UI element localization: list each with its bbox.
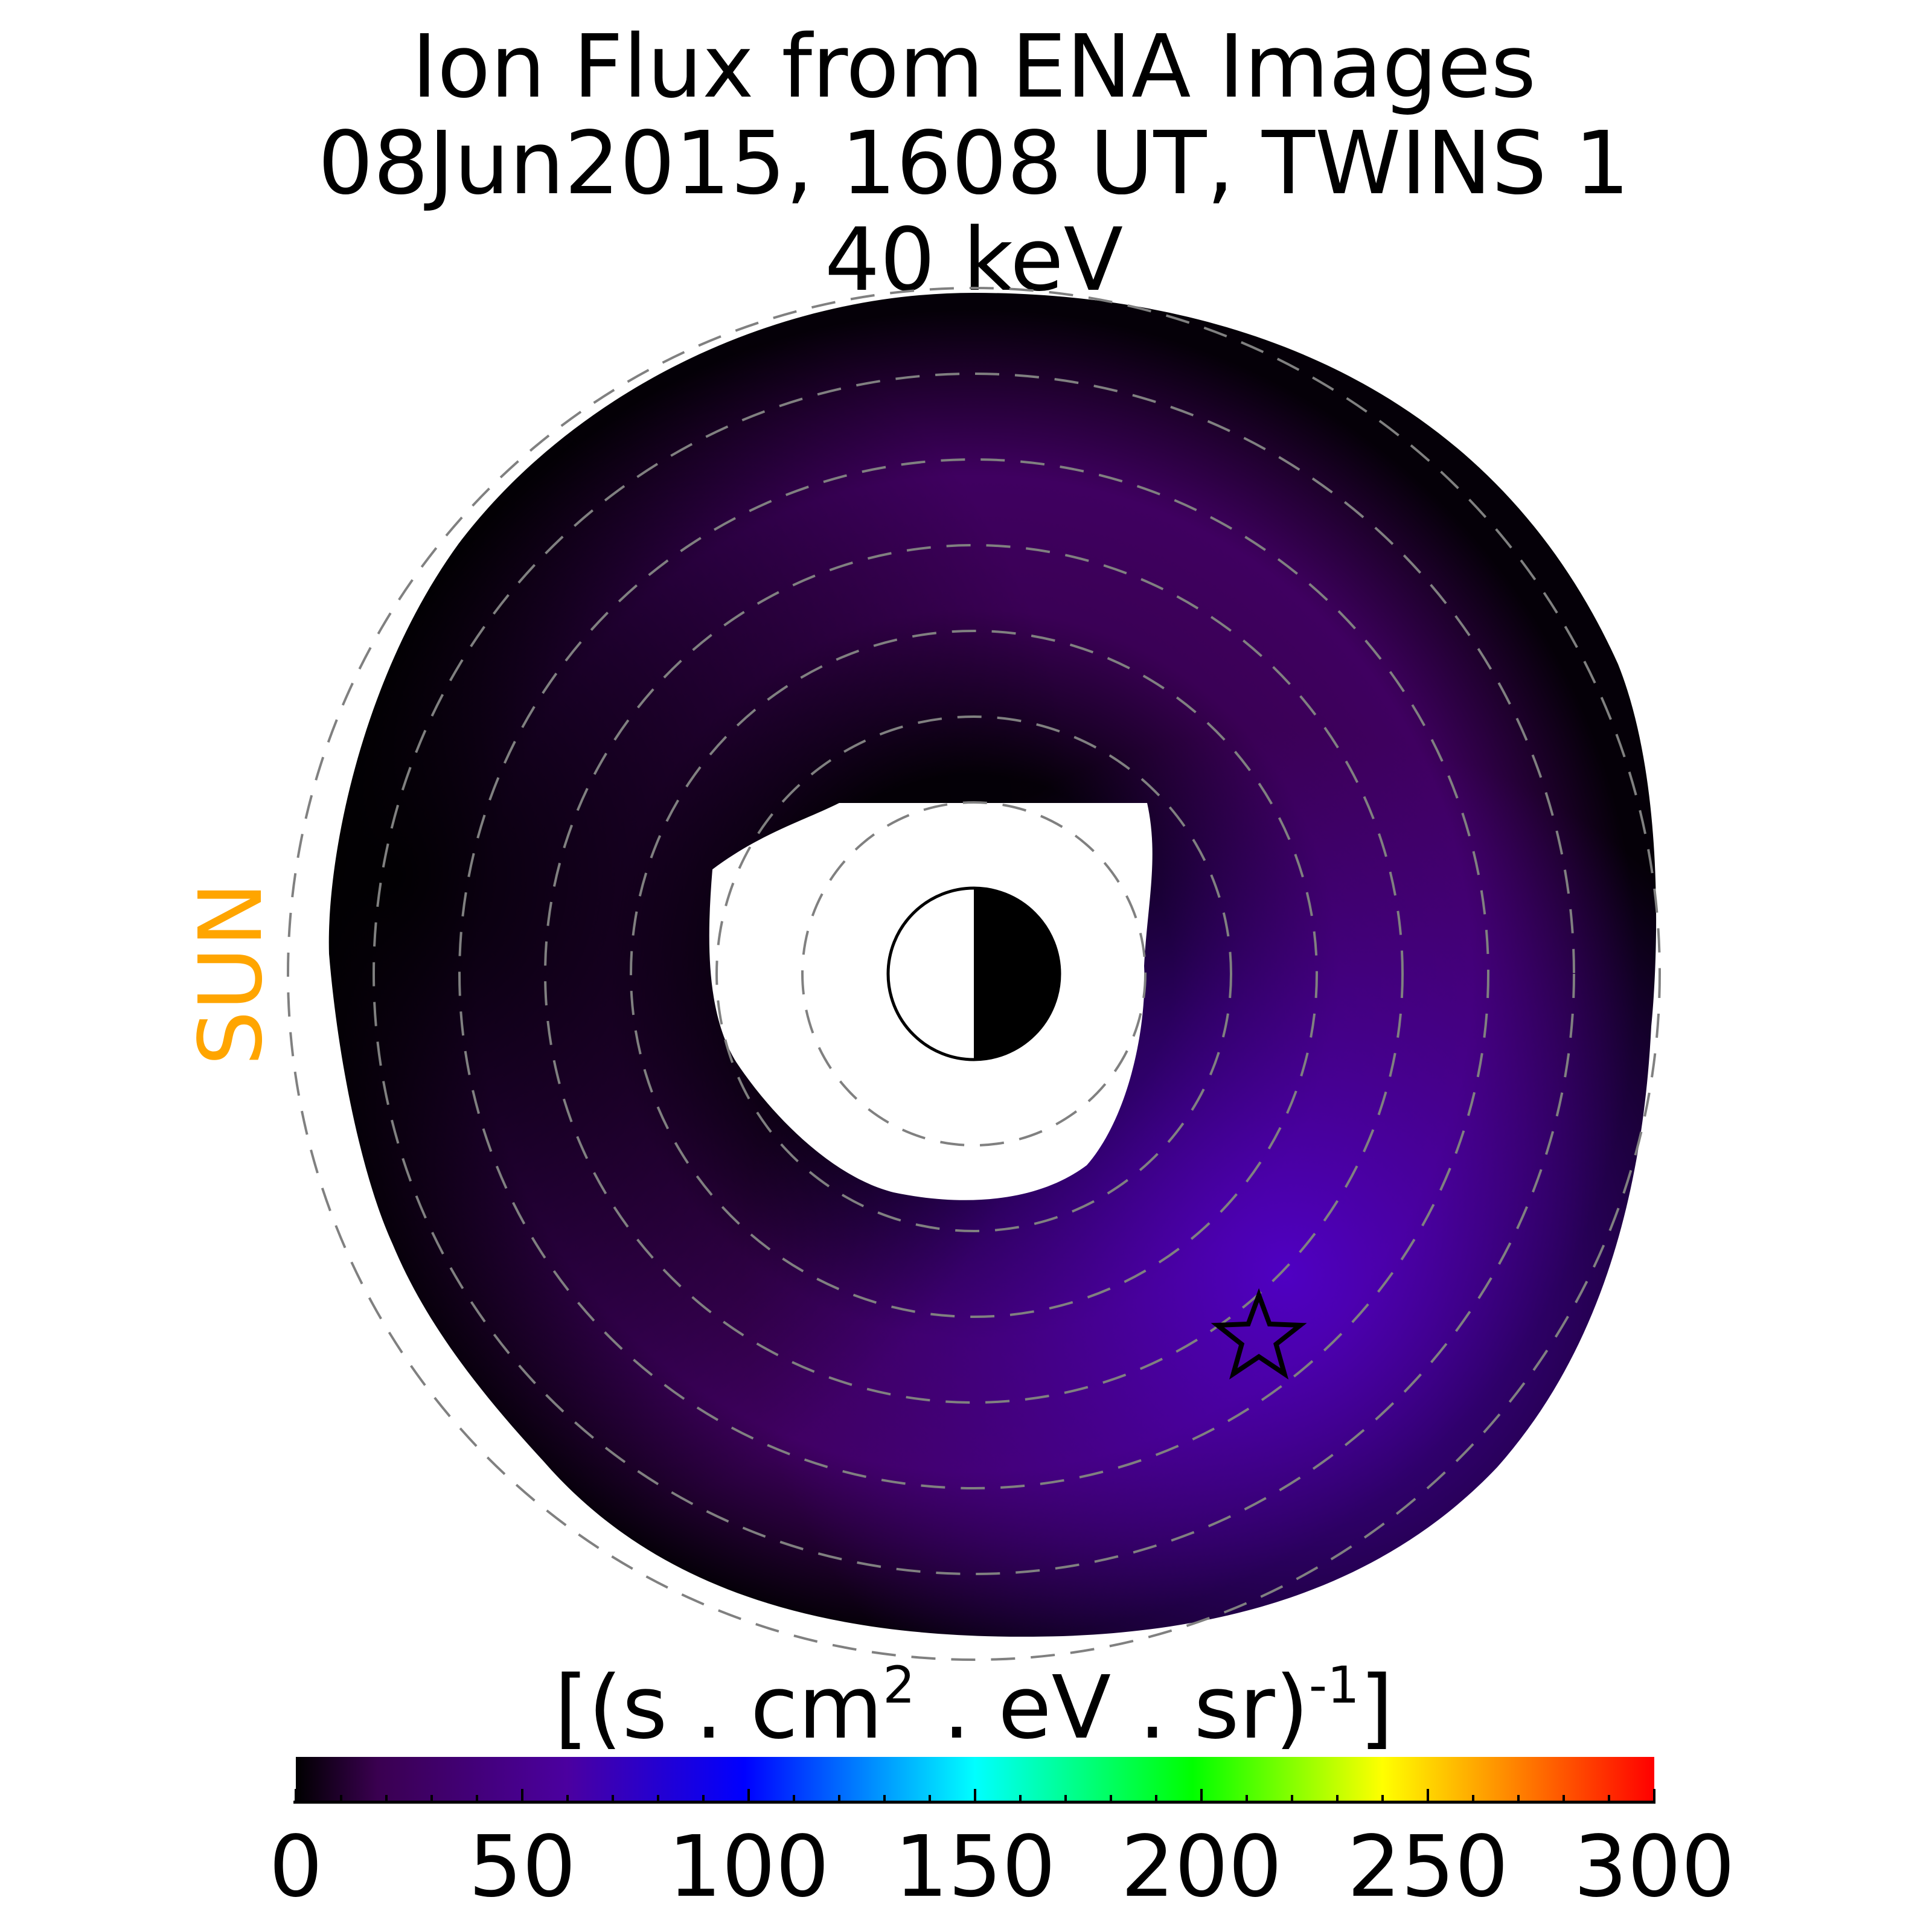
star-icon — [1211, 1288, 1307, 1380]
colorbar-tick-label: 100 — [668, 1818, 829, 1916]
earth-nightside — [974, 888, 1060, 1060]
colorbar-units-label: [(s . cm2 . eV . sr)-1] — [554, 1655, 1393, 1758]
satellite-marker — [1211, 1288, 1307, 1380]
reference-circle-4re — [630, 630, 1318, 1318]
colorbar-tick-label: 200 — [1121, 1818, 1282, 1916]
earth-outline — [886, 886, 1061, 1061]
reference-circle-3re — [715, 715, 1232, 1232]
earth-icon — [886, 886, 1061, 1061]
reference-circle-7re — [373, 373, 1575, 1575]
colorbar-tick-label: 250 — [1347, 1818, 1508, 1916]
reference-circles — [287, 287, 1661, 1661]
colorbar-tick-label: 0 — [269, 1818, 322, 1916]
colorbar-tick-label: 150 — [894, 1818, 1055, 1916]
colorbar: 0 50 100 150 200 250 300 — [269, 1757, 1735, 1916]
colorbar-tick-label: 50 — [469, 1818, 576, 1916]
reference-circle-2re — [801, 801, 1147, 1147]
reference-circle-5re — [544, 544, 1404, 1404]
reference-circle-8re — [287, 287, 1661, 1661]
reference-circle-6re — [458, 458, 1489, 1489]
sun-label: SUN — [180, 882, 281, 1066]
colorbar-tick-label: 300 — [1573, 1818, 1735, 1916]
